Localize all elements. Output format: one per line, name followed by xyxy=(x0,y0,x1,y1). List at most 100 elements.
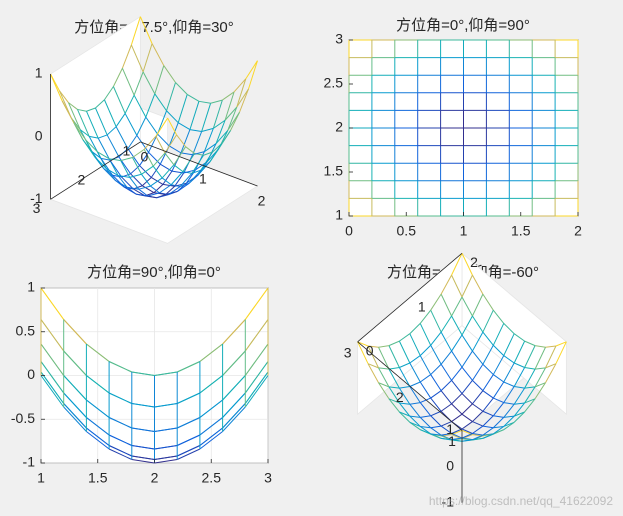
mesh-segment xyxy=(461,413,473,422)
mesh-segment xyxy=(524,368,536,389)
mesh-segment xyxy=(157,110,167,135)
mesh-segment xyxy=(86,399,110,418)
mesh-segment xyxy=(199,417,223,436)
mesh-segment xyxy=(493,397,504,404)
mesh-segment xyxy=(151,43,165,66)
mesh-segment xyxy=(95,99,105,109)
mesh-segment xyxy=(40,371,65,404)
mesh-segment xyxy=(451,428,463,434)
mesh-segment xyxy=(222,403,246,429)
mesh-segment xyxy=(163,65,176,83)
mesh-segment xyxy=(419,355,432,375)
mesh-segment xyxy=(177,122,191,131)
mesh-segment xyxy=(176,434,201,446)
mesh-segment xyxy=(524,398,536,404)
mesh-segment xyxy=(145,116,158,135)
mesh-segment xyxy=(161,177,172,186)
mesh-segment xyxy=(174,172,185,187)
mesh-segment xyxy=(472,421,484,427)
mesh-segment xyxy=(503,355,515,364)
mesh-segment xyxy=(115,126,129,149)
mesh-segment xyxy=(160,163,173,172)
mesh-segment xyxy=(131,403,155,408)
mesh-segment xyxy=(236,88,249,108)
mesh-segment xyxy=(472,350,484,365)
mesh-segment xyxy=(213,119,226,129)
mesh-segment xyxy=(472,433,483,436)
mesh-segment xyxy=(94,107,108,136)
mesh-segment xyxy=(471,274,484,295)
mesh-segment xyxy=(117,175,128,188)
mesh-segment xyxy=(245,60,258,80)
mesh-segment xyxy=(513,402,526,417)
mesh-segment xyxy=(398,367,411,387)
y-tick-label: 2 xyxy=(78,171,86,187)
mesh-segment xyxy=(472,434,484,441)
mesh-segment xyxy=(97,151,110,160)
mesh-segment xyxy=(513,340,526,364)
mesh-segment xyxy=(61,100,75,124)
mesh-segment xyxy=(222,406,246,432)
mesh-segment xyxy=(430,331,442,346)
mesh-segment xyxy=(492,355,505,375)
mesh-segment xyxy=(115,179,128,188)
mesh-segment xyxy=(135,193,148,197)
mesh-segment xyxy=(161,164,175,179)
mesh-segment xyxy=(224,91,235,121)
mesh-segment xyxy=(388,345,400,368)
mesh-segment xyxy=(176,448,201,460)
mesh-segment xyxy=(141,165,154,175)
mesh-segment xyxy=(120,160,131,178)
mesh-segment xyxy=(98,134,108,139)
mesh-segment xyxy=(492,309,505,324)
mesh-segment xyxy=(131,371,155,376)
mesh-segment xyxy=(493,425,504,429)
mesh-segment xyxy=(244,375,269,408)
mesh-segment xyxy=(143,135,157,150)
y-tick-label: 3 xyxy=(344,345,352,361)
mesh-segment xyxy=(514,386,525,389)
mesh-segment xyxy=(189,129,202,132)
mesh-segment xyxy=(176,392,201,404)
mesh-segment xyxy=(440,421,452,427)
mesh-segment xyxy=(409,415,421,427)
mesh-segment xyxy=(503,362,515,383)
mesh-segment xyxy=(164,134,178,154)
mesh-segment xyxy=(131,427,155,432)
mesh-segment xyxy=(118,156,131,175)
mesh-segment xyxy=(210,99,223,104)
mesh-segment xyxy=(212,143,222,153)
mesh-segment xyxy=(503,415,515,418)
mesh-segment xyxy=(524,386,536,389)
mesh-segment xyxy=(129,173,142,178)
mesh-segment xyxy=(86,343,110,362)
mesh-segment xyxy=(493,426,505,435)
mesh-segment xyxy=(534,382,546,388)
mesh-segment xyxy=(177,182,190,192)
mesh-segment xyxy=(77,108,87,112)
mesh-segment xyxy=(103,99,117,127)
mesh-segment xyxy=(482,293,494,311)
mesh-segment xyxy=(68,102,78,110)
watermark: https://blog.csdn.net/qq_41622092 xyxy=(428,494,613,508)
mesh-segment xyxy=(472,315,484,333)
mesh-segment xyxy=(430,293,442,311)
mesh-segment xyxy=(154,403,178,408)
mesh-segment xyxy=(188,169,202,184)
y-tick-label: 1 xyxy=(448,433,456,449)
mesh-segment xyxy=(168,145,182,154)
axes-3 xyxy=(40,287,269,464)
mesh-segment xyxy=(201,127,214,132)
mesh-segment xyxy=(472,380,484,392)
mesh-segment xyxy=(142,185,155,194)
mesh-segment xyxy=(534,347,546,370)
mesh-segment xyxy=(534,367,546,388)
mesh-segment xyxy=(63,375,87,401)
mesh-segment xyxy=(430,363,442,375)
mesh-segment xyxy=(63,350,87,376)
mesh-segment xyxy=(419,381,432,399)
x-tick-label: 2 xyxy=(470,254,478,270)
mesh-segment xyxy=(224,106,238,121)
mesh-segment xyxy=(154,455,178,460)
mesh-segment xyxy=(108,158,121,162)
